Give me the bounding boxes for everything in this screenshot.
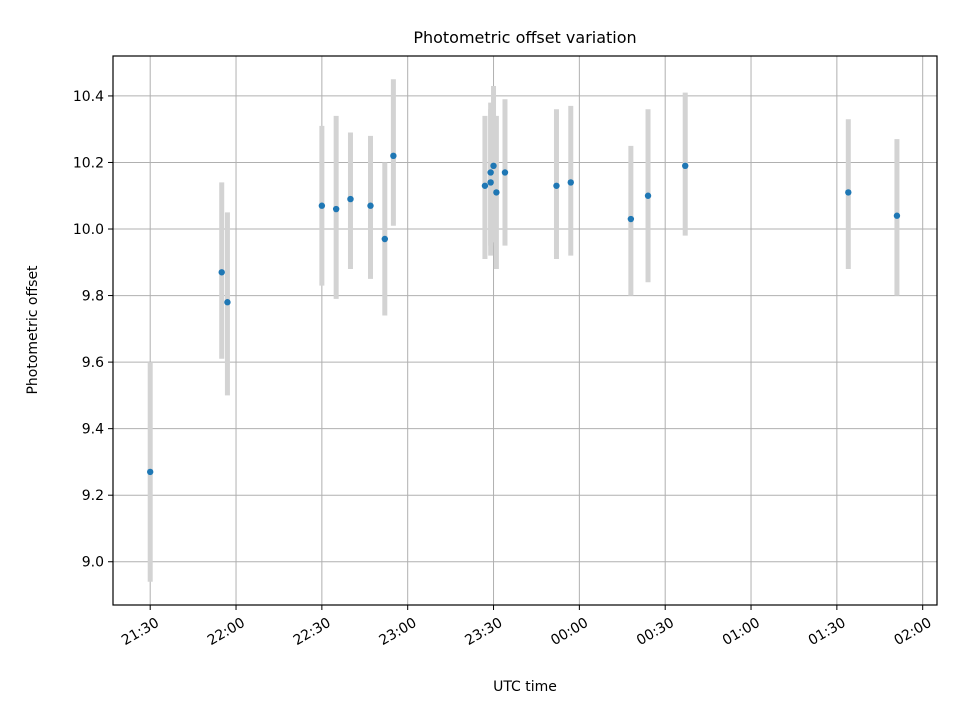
chart-title: Photometric offset variation <box>413 28 636 47</box>
y-tick-label: 9.0 <box>82 555 104 571</box>
x-tick-label: 00:30 <box>634 615 677 649</box>
data-point <box>332 205 340 213</box>
x-tick-label: 02:00 <box>892 615 935 649</box>
y-axis-label: Photometric offset <box>25 265 41 395</box>
x-tick-label: 23:00 <box>377 615 420 649</box>
data-point <box>481 182 489 189</box>
data-point <box>627 215 635 223</box>
data-point <box>553 182 560 189</box>
data-point <box>490 162 497 169</box>
y-tick-label: 9.8 <box>82 289 104 305</box>
errorbar-layer <box>147 79 900 582</box>
data-point <box>644 192 652 199</box>
data-point <box>347 195 354 203</box>
y-tick-label: 9.2 <box>82 488 104 504</box>
data-point <box>501 169 509 176</box>
x-tick-label: 01:00 <box>720 615 763 649</box>
data-point <box>224 299 231 306</box>
y-tick-label: 10.4 <box>73 89 104 105</box>
y-tick-label: 9.6 <box>82 355 104 371</box>
data-point <box>487 169 494 176</box>
data-point <box>318 202 326 209</box>
x-tick-label: 00:00 <box>548 615 591 649</box>
data-point <box>390 152 397 160</box>
y-ticks: 9.0 9.2 9.4 9.6 9.8 10.0 10.2 10.4 <box>73 89 113 571</box>
y-tick-label: 10.0 <box>73 222 104 238</box>
data-point <box>146 468 154 476</box>
plot-frame <box>112 55 938 606</box>
data-point <box>845 189 852 196</box>
data-point <box>487 179 494 186</box>
data-point <box>493 189 500 196</box>
data-point <box>218 269 225 276</box>
point-layer <box>146 152 901 476</box>
x-axis-label: UTC time <box>493 679 557 695</box>
y-tick-label: 10.2 <box>73 155 104 171</box>
grid-layer <box>113 56 937 605</box>
data-point <box>682 162 689 169</box>
x-tick-label: 01:30 <box>806 615 849 649</box>
data-point <box>893 212 901 219</box>
data-point <box>367 202 374 209</box>
x-tick-label: 21:30 <box>119 615 162 649</box>
y-tick-label: 9.4 <box>82 422 104 438</box>
x-tick-label: 22:30 <box>291 615 334 649</box>
x-ticks: 21:30 22:00 22:30 23:00 23:30 00:00 00:30 01:00… <box>119 605 934 649</box>
data-point <box>381 235 389 243</box>
x-tick-label: 23:30 <box>462 615 505 649</box>
x-tick-label: 22:00 <box>205 615 248 649</box>
data-point <box>567 179 574 186</box>
